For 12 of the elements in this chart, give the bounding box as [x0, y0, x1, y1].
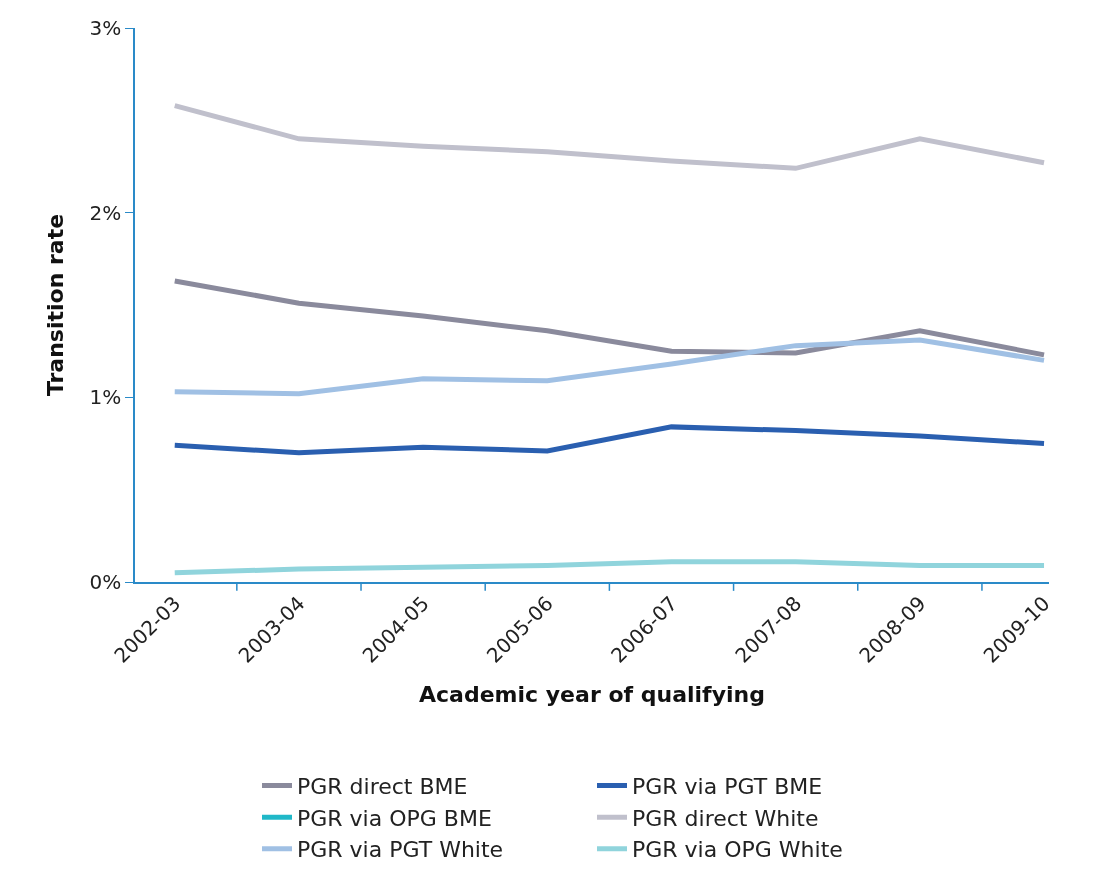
y-tick-label: 2% — [89, 200, 122, 225]
y-tick-label: 1% — [89, 385, 122, 410]
legend-label: PGR via PGT White — [297, 837, 504, 863]
legend-label: PGR via OPG White — [632, 837, 843, 863]
x-axis-title: Academic year of qualifying — [419, 681, 765, 707]
legend-label: PGR direct BME — [297, 774, 468, 800]
legend-label: PGR via PGT BME — [632, 774, 823, 800]
y-tick-label: 0% — [89, 570, 122, 594]
legend-label: PGR direct White — [632, 805, 819, 831]
y-axis-title: Transition rate — [42, 213, 68, 397]
y-tick-label: 3% — [89, 16, 122, 40]
legend-label: PGR via OPG BME — [297, 805, 492, 831]
